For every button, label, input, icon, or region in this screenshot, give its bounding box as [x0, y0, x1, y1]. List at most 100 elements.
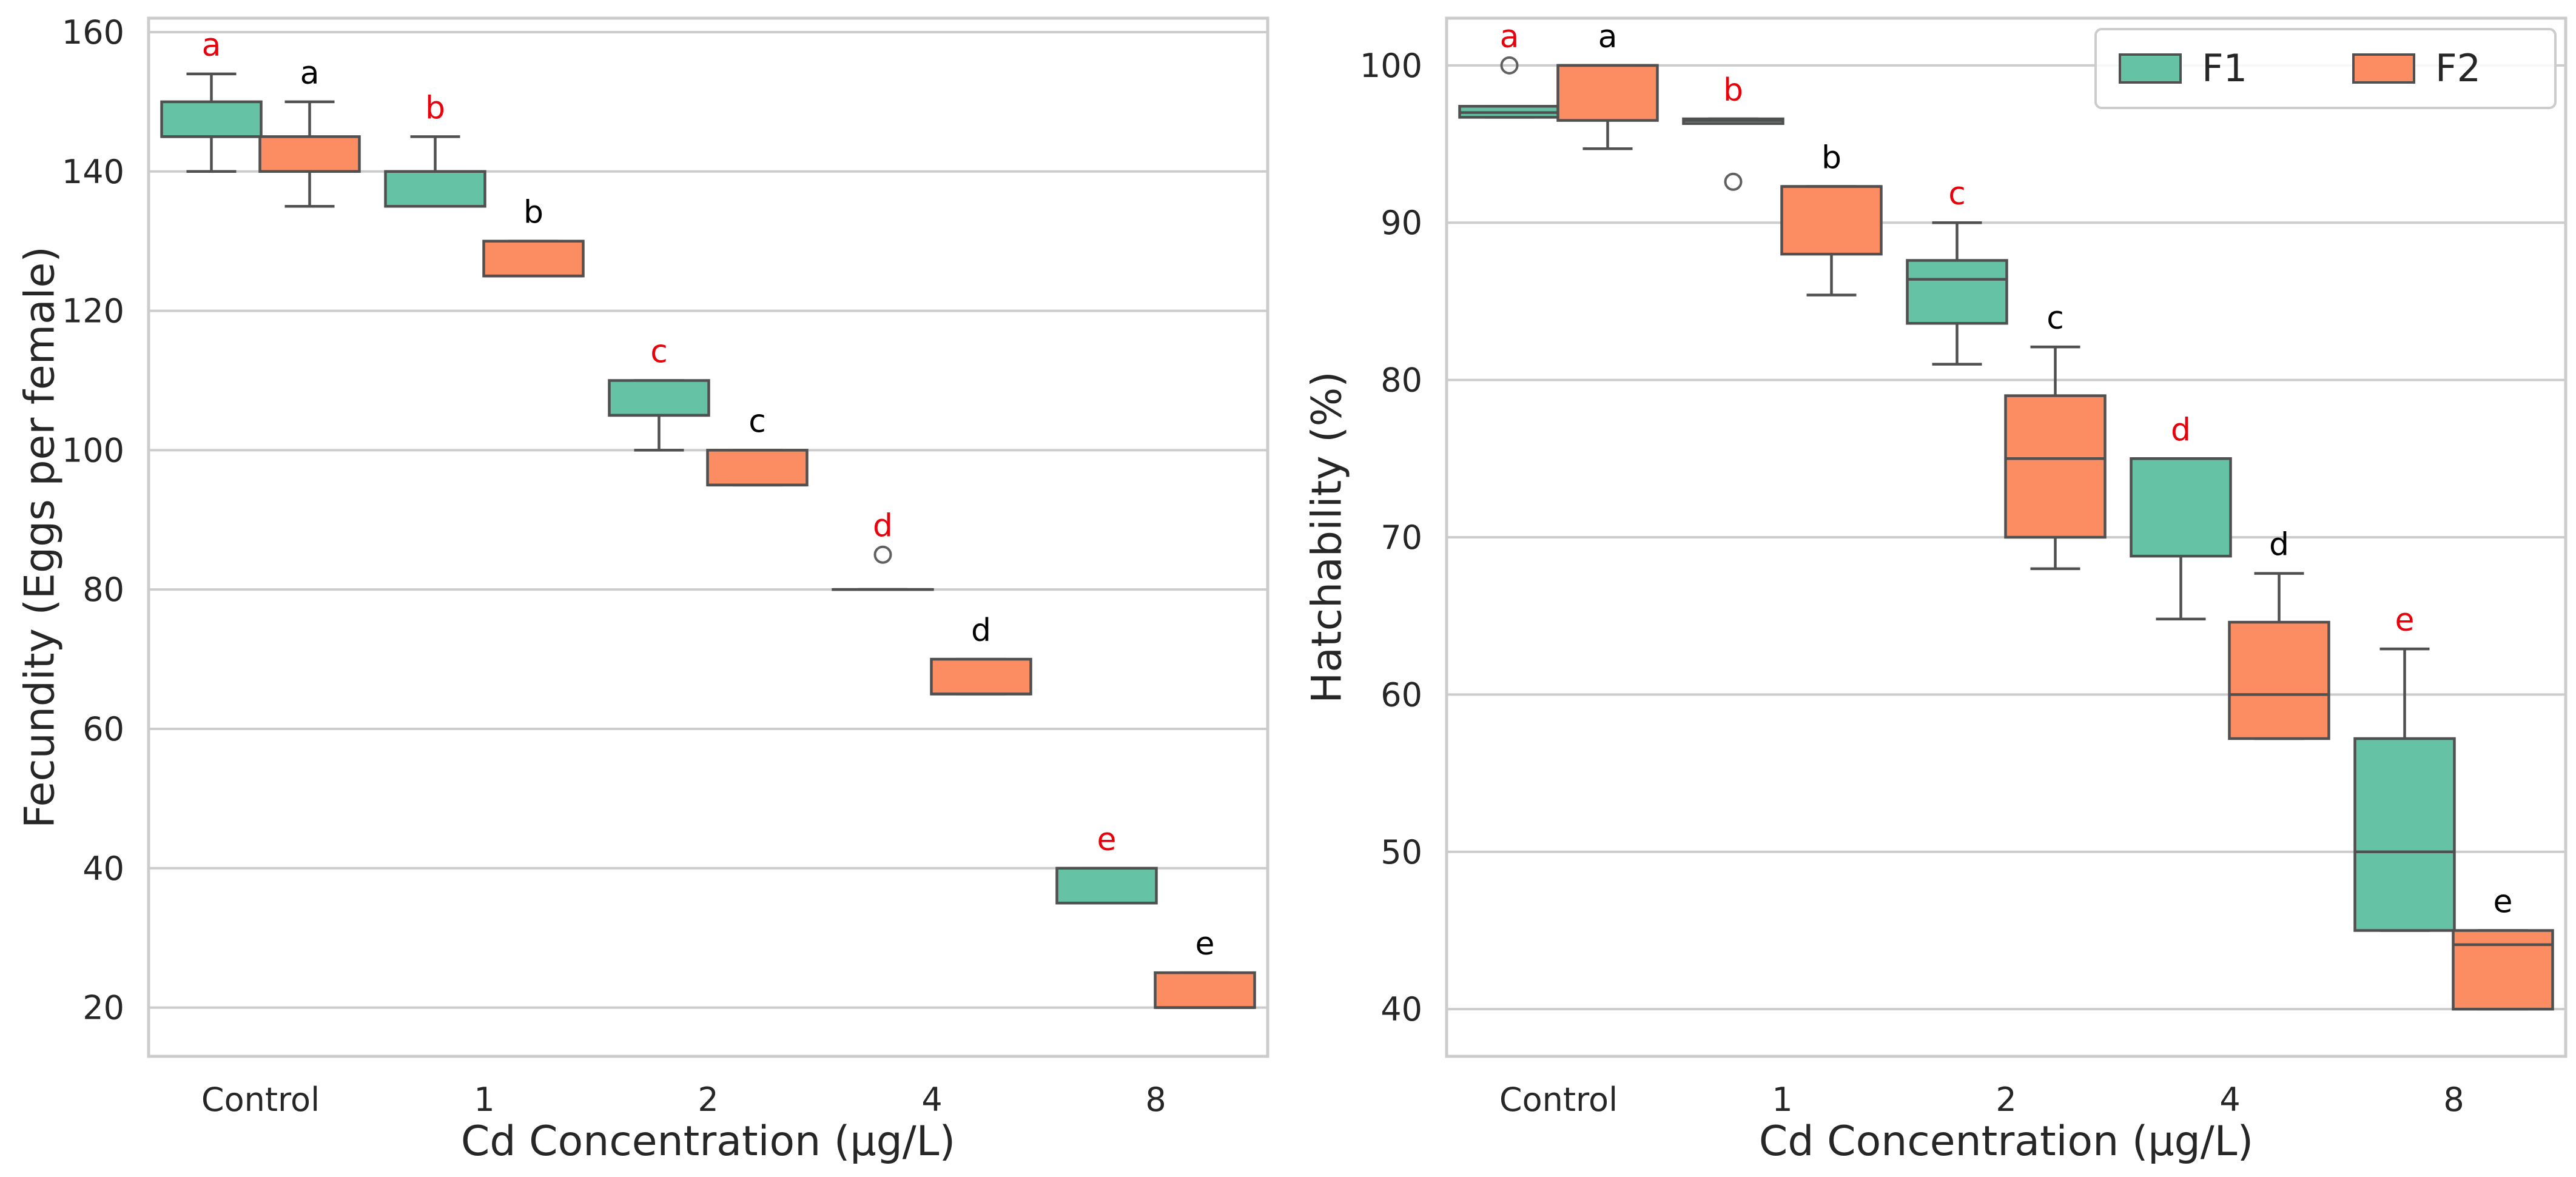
x-tick-label: 1	[1772, 1081, 1792, 1119]
iqr-box	[1154, 971, 1256, 1009]
legend: F1 F2	[2094, 28, 2557, 109]
outlier-point	[1724, 172, 1743, 191]
box-F2-Control: a	[1556, 19, 1659, 150]
significance-letter: c	[650, 334, 668, 370]
legend-label-F1: F1	[2202, 46, 2247, 90]
box-F1-4: d	[832, 508, 934, 591]
fecundity-panel: 20 40 60 80 100 120 140 160 Control 1 2 4 8 Cd Concen…	[16, 13, 1270, 1165]
legend-box	[2094, 28, 2557, 109]
significance-letter: a	[300, 55, 320, 92]
box-F1-8: e	[1055, 822, 1158, 905]
x-tick-label: 1	[474, 1081, 494, 1119]
y-tick-label: 40	[1380, 990, 1422, 1028]
outlier-point	[1500, 56, 1519, 75]
y-tick-label: 70	[1380, 518, 1422, 557]
y-tick-label: 100	[62, 431, 124, 469]
significance-letter: b	[425, 90, 445, 126]
iqr-box	[2004, 394, 2107, 539]
significance-letter: e	[2494, 884, 2513, 920]
y-tick-label: 60	[1380, 676, 1422, 714]
box-F2-1: b	[1780, 140, 1883, 297]
box-F1-1: b	[384, 90, 486, 208]
plot-frame	[147, 16, 1270, 1058]
y-tick-label: 80	[82, 571, 124, 609]
x-tick-label: 8	[1145, 1081, 1166, 1119]
significance-letter: a	[1500, 19, 1519, 55]
iqr-box	[1906, 259, 2008, 325]
box-F1-8: e	[2353, 602, 2456, 932]
x-tick-label: 2	[1996, 1081, 2016, 1119]
box-F1-Control: a	[1458, 19, 1561, 119]
x-axis-label: Cd Concentration (μg/L)	[461, 1118, 955, 1165]
box-F2-8: e	[1154, 926, 1256, 1009]
significance-letter: a	[1598, 19, 1618, 55]
y-tick-label: 100	[1360, 47, 1422, 85]
iqr-box	[2353, 737, 2456, 932]
significance-letter: a	[202, 27, 221, 64]
significance-letter: e	[2395, 602, 2415, 639]
y-tick-label: 60	[82, 710, 124, 748]
box-F1-2: c	[608, 334, 710, 452]
iqr-box	[1780, 185, 1883, 256]
iqr-box	[258, 135, 361, 173]
significance-letter: b	[1723, 72, 1743, 109]
iqr-box	[930, 657, 1032, 696]
x-tick-label: 8	[2443, 1081, 2464, 1119]
significance-letter: c	[1948, 176, 1966, 212]
iqr-box	[2228, 620, 2330, 740]
significance-letter: d	[2171, 412, 2191, 448]
outlier-point	[873, 545, 892, 564]
x-tick-label: Control	[1499, 1081, 1618, 1119]
iqr-box	[1055, 867, 1158, 905]
iqr-box	[160, 100, 263, 138]
x-tick-label: Control	[201, 1081, 320, 1119]
y-tick-label: 20	[82, 989, 124, 1027]
legend-swatch-F1	[2119, 53, 2182, 84]
hatchability-panel: 40 50 60 70 80 90 100 Control 1 2 4 8 Cd Concentrati…	[1303, 16, 2568, 1165]
y-tick-label: 120	[62, 292, 124, 330]
y-tick-label: 40	[82, 850, 124, 888]
y-axis-label: Hatchability (%)	[1303, 371, 1351, 703]
iqr-box	[482, 240, 585, 278]
iqr-box	[2130, 457, 2232, 558]
y-tick-label: 90	[1380, 204, 1422, 242]
significance-letter: d	[2269, 527, 2289, 563]
box-F2-1: b	[482, 195, 585, 278]
legend-label-F2: F2	[2435, 46, 2481, 90]
y-tick-label: 140	[62, 153, 124, 191]
significance-letter: b	[523, 195, 543, 231]
significance-letter: d	[873, 508, 893, 545]
iqr-box	[1556, 64, 1659, 122]
box-F2-4: d	[930, 612, 1032, 696]
iqr-box	[384, 170, 486, 208]
significance-letter: c	[2046, 300, 2064, 337]
box-F1-1: b	[1682, 72, 1784, 191]
iqr-box	[706, 449, 809, 487]
box-F2-Control: a	[258, 55, 361, 208]
iqr-box	[2452, 929, 2554, 1011]
x-tick-label: 4	[2219, 1081, 2240, 1119]
box-F2-2: c	[2004, 300, 2107, 571]
y-tick-label: 80	[1380, 361, 1422, 400]
significance-letter: b	[1821, 140, 1841, 176]
box-F2-4: d	[2228, 527, 2330, 740]
significance-letter: d	[971, 612, 991, 649]
legend-swatch-F2	[2352, 53, 2415, 84]
y-axis-label: Fecundity (Eggs per female)	[16, 246, 64, 828]
significance-letter: e	[1097, 822, 1117, 858]
significance-letter: e	[1196, 926, 1215, 962]
plot-frame	[1445, 16, 2568, 1058]
box-F1-Control: a	[160, 27, 263, 173]
box-F2-2: c	[706, 403, 809, 487]
box-F1-4: d	[2130, 412, 2232, 621]
box-F1-2: c	[1906, 176, 2008, 366]
y-tick-label: 160	[62, 13, 124, 52]
x-tick-label: 4	[921, 1081, 942, 1119]
y-tick-label: 50	[1380, 833, 1422, 871]
x-axis-label: Cd Concentration (μg/L)	[1759, 1118, 2253, 1165]
iqr-box	[608, 379, 710, 417]
box-F2-8: e	[2452, 884, 2554, 1011]
x-tick-label: 2	[698, 1081, 718, 1119]
significance-letter: c	[748, 403, 766, 440]
